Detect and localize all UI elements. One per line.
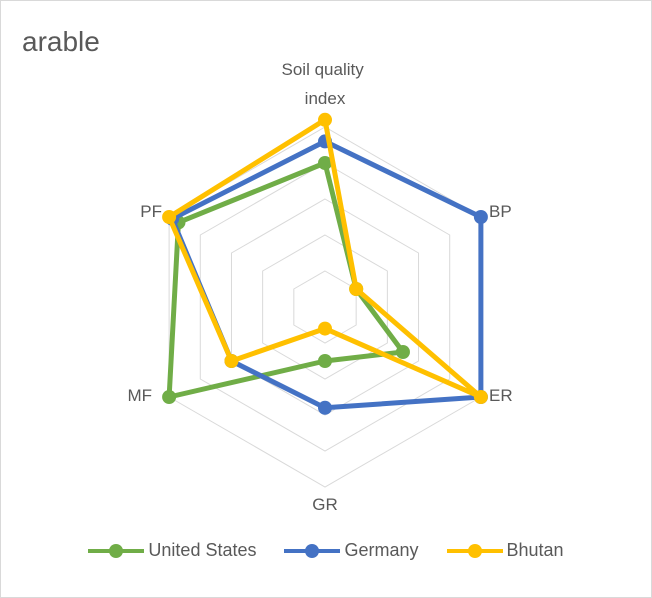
legend-swatch-united-states — [88, 543, 145, 558]
legend: United States Germany Bhutan — [0, 540, 652, 561]
data-point-germany-3 — [318, 400, 332, 415]
series-line-germany — [169, 138, 484, 411]
axis-label-bp: BP — [489, 202, 512, 221]
legend-item-germany: Germany — [284, 540, 419, 561]
legend-label-germany: Germany — [344, 540, 419, 560]
data-point-united-states-3 — [318, 354, 332, 368]
data-point-bhutan-3 — [318, 321, 332, 336]
axis-label-mf: MF — [127, 386, 152, 405]
data-point-bhutan-5 — [162, 210, 177, 224]
data-point-bhutan-2 — [473, 390, 488, 404]
data-point-germany-1 — [473, 210, 488, 224]
legend-label-united-states: United States — [148, 540, 257, 560]
legend-swatch-bhutan — [446, 543, 503, 558]
chart-title: arable — [22, 26, 100, 57]
data-point-united-states-4 — [162, 390, 177, 404]
legend-swatch-germany — [284, 543, 341, 558]
axis-label-pf: PF — [140, 202, 162, 221]
axis-label-soil-quality: Soil quality index — [282, 60, 369, 108]
axis-label-gr: GR — [312, 495, 338, 514]
grid-ring — [230, 198, 420, 416]
radar-series — [162, 112, 488, 415]
radar-grid — [168, 126, 482, 488]
legend-item-united-states: United States — [88, 540, 256, 561]
grid-ring — [262, 234, 388, 380]
data-point-bhutan-4 — [224, 354, 239, 368]
axis-labels: Soil quality index BP ER GR MF PF — [127, 60, 512, 514]
legend-label-bhutan: Bhutan — [506, 540, 564, 560]
data-point-united-states-0 — [318, 156, 332, 170]
series-bhutan — [162, 112, 488, 404]
grid-ring — [199, 162, 451, 452]
data-point-united-states-2 — [395, 345, 410, 359]
data-point-bhutan-1 — [349, 282, 364, 296]
series-line-united-states — [166, 160, 406, 400]
grid-ring — [168, 126, 482, 488]
axis-label-er: ER — [489, 386, 513, 405]
data-point-bhutan-0 — [318, 112, 332, 127]
legend-item-bhutan: Bhutan — [446, 540, 564, 561]
